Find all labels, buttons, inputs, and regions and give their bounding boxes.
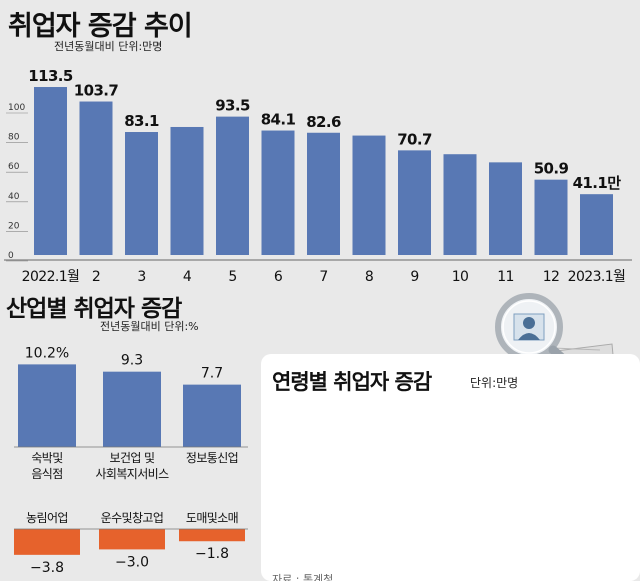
chart1-title: 취업자 증감 추이	[8, 11, 193, 42]
y-tick-label: 40	[8, 192, 20, 202]
category-label: 농림어업	[26, 511, 68, 525]
category-label: 숙박및	[31, 451, 63, 465]
x-tick-label: 4	[183, 269, 192, 285]
y-tick-label: 100	[8, 103, 25, 113]
x-tick-label: 12	[543, 269, 560, 285]
person-head-icon	[523, 317, 535, 329]
bar-value-label: −3.8	[30, 560, 64, 576]
magnifier-rim-icon	[502, 300, 556, 354]
x-tick-label: 2023.1월	[568, 269, 626, 285]
bar-value-label: 7.7	[201, 366, 223, 382]
source-text: 자료 : 통계청	[272, 573, 334, 581]
x-tick-label: 9	[410, 269, 418, 285]
document-line-icon	[552, 347, 601, 351]
employment-bar	[79, 101, 113, 255]
bar-value-label: 10.2%	[25, 345, 69, 361]
employment-bar	[307, 132, 340, 255]
x-tick-label: 8	[365, 269, 373, 285]
employment-bar	[34, 87, 67, 256]
category-label: 운수및창고업	[101, 511, 164, 525]
x-tick-label: 7	[319, 269, 327, 285]
bar-value-label: 103.7	[74, 82, 119, 100]
industry-bar-positive	[18, 364, 76, 447]
bar-value-label: 84.1	[261, 111, 296, 129]
bar-value-label: 9.3	[121, 353, 143, 369]
bar-value-label: −3.0	[115, 554, 149, 570]
industry-bar-positive	[103, 371, 161, 447]
x-tick-label: 10	[452, 269, 469, 285]
category-label: 음식점	[31, 467, 62, 481]
y-tick-label: 20	[8, 221, 20, 231]
employment-bar	[398, 150, 431, 255]
industry-bar-positive	[183, 384, 241, 447]
chart1-note: 전년동월대비 단위:만명	[54, 40, 163, 53]
bar-value-label: 82.6	[306, 113, 341, 131]
employment-bar	[352, 135, 386, 255]
industry-bar-negative	[99, 529, 165, 550]
x-tick-label: 2022.1월	[22, 269, 80, 285]
industry-bar-negative	[179, 529, 245, 542]
bar-value-label: 83.1	[124, 112, 159, 130]
employment-bar	[216, 116, 249, 256]
x-tick-label: 3	[137, 269, 145, 285]
category-label: 정보통신업	[186, 451, 238, 465]
bar-value-label: 113.5	[28, 67, 73, 85]
bar-value-label: −1.8	[195, 546, 229, 562]
age-panel	[261, 354, 640, 581]
y-tick-label: 0	[8, 251, 14, 261]
category-label: 도매및소매	[186, 511, 238, 525]
employment-bar	[489, 162, 522, 255]
bar-value-label: 70.7	[397, 130, 432, 148]
bar-value-label: 41.1만	[573, 174, 622, 192]
chart3-note: 단위:만명	[470, 376, 519, 390]
bar-value-label: 50.9	[534, 160, 569, 178]
bar-value-label: 93.5	[215, 97, 250, 115]
chart3-title: 연령별 취업자 증감	[272, 370, 432, 394]
employment-bar	[125, 132, 158, 255]
y-tick-label: 60	[8, 162, 20, 172]
employment-bar	[261, 130, 295, 255]
person-body-icon	[518, 333, 540, 340]
chart2-note: 전년동월대비 단위:%	[100, 320, 199, 333]
x-tick-label: 6	[274, 269, 283, 285]
employment-bar	[534, 179, 568, 255]
employment-bar	[170, 126, 204, 255]
chart2-title: 산업별 취업자 증감	[6, 296, 182, 322]
x-tick-label: 5	[228, 269, 236, 285]
x-tick-label: 11	[497, 269, 514, 285]
employment-bar	[580, 194, 613, 255]
category-label: 사회복지서비스	[95, 467, 169, 481]
category-label: 보건업 및	[110, 451, 156, 465]
y-tick-label: 80	[8, 133, 20, 143]
employment-bar	[443, 154, 477, 255]
x-tick-label: 2	[92, 269, 100, 285]
industry-bar-negative	[14, 529, 80, 555]
